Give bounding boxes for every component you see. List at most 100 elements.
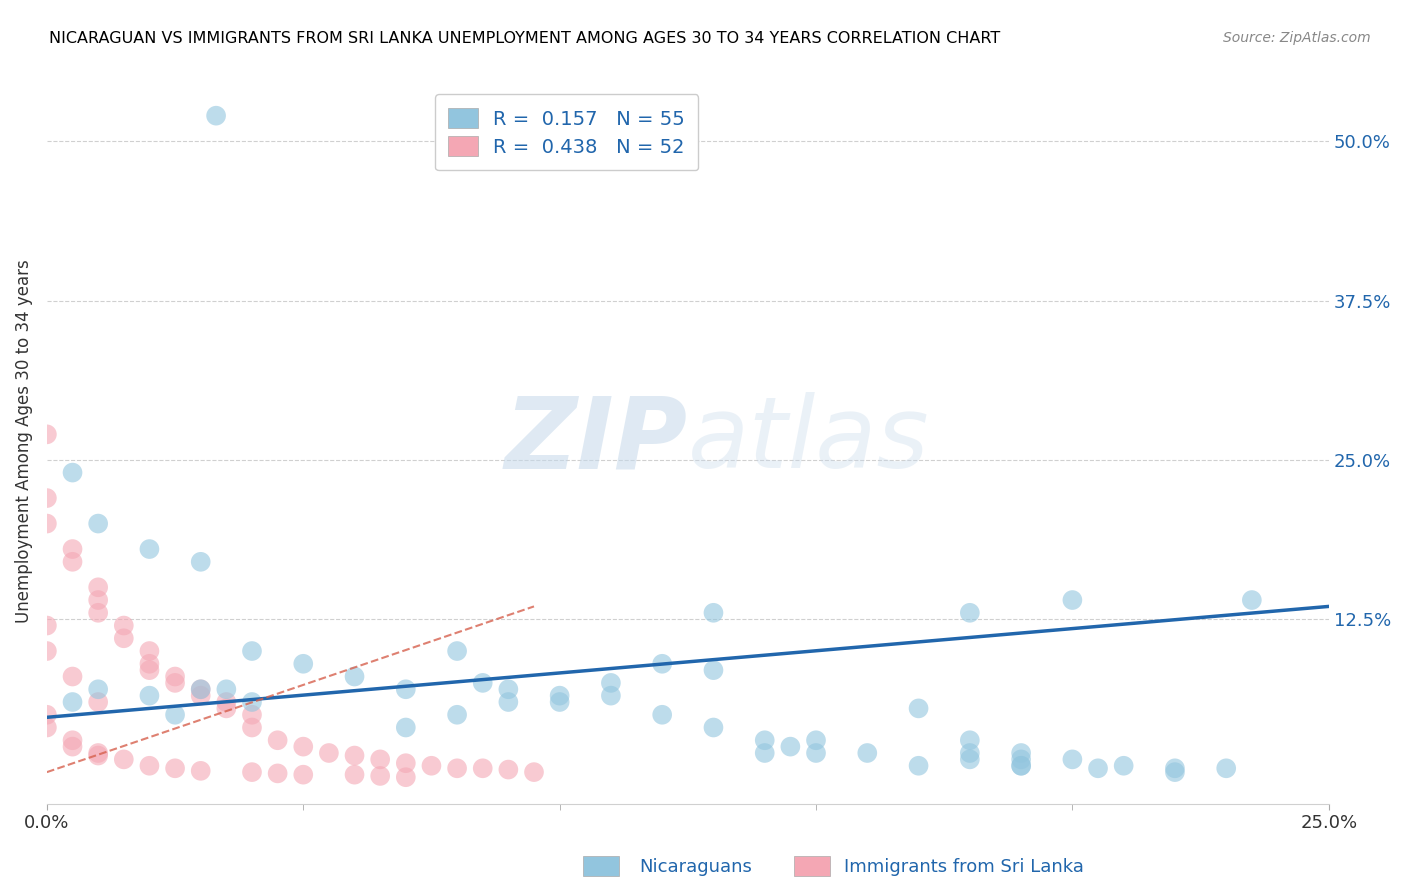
Point — [190, 555, 212, 569]
Point — [1062, 593, 1084, 607]
Text: Source: ZipAtlas.com: Source: ZipAtlas.com — [1223, 31, 1371, 45]
Point — [368, 769, 391, 783]
Point — [62, 542, 84, 557]
Point — [138, 657, 160, 671]
Point — [112, 752, 135, 766]
Point — [600, 689, 623, 703]
Point — [1010, 752, 1032, 766]
Point — [804, 746, 827, 760]
Point — [702, 606, 724, 620]
Point — [498, 763, 520, 777]
Point — [190, 682, 212, 697]
Point — [165, 669, 187, 683]
Point — [62, 733, 84, 747]
Point — [138, 542, 160, 557]
Point — [35, 707, 58, 722]
Point — [112, 632, 135, 646]
Point — [498, 695, 520, 709]
Point — [471, 676, 494, 690]
Point — [959, 606, 981, 620]
Point — [138, 644, 160, 658]
Point — [395, 682, 418, 697]
Point — [471, 761, 494, 775]
Point — [318, 746, 340, 760]
Point — [112, 618, 135, 632]
Point — [62, 739, 84, 754]
Point — [702, 721, 724, 735]
Point — [205, 109, 228, 123]
Point — [35, 427, 58, 442]
Point — [420, 758, 443, 772]
Point — [190, 689, 212, 703]
Text: ZIP: ZIP — [505, 392, 688, 489]
Point — [87, 695, 110, 709]
Point — [62, 669, 84, 683]
Point — [266, 766, 288, 780]
Point — [959, 733, 981, 747]
Point — [240, 707, 263, 722]
Point — [240, 765, 263, 780]
Point — [651, 657, 673, 671]
Point — [1062, 752, 1084, 766]
Point — [907, 701, 929, 715]
Point — [190, 764, 212, 778]
Point — [1215, 761, 1237, 775]
Text: Nicaraguans: Nicaraguans — [640, 858, 752, 876]
Point — [446, 707, 468, 722]
Point — [446, 644, 468, 658]
Text: atlas: atlas — [688, 392, 929, 489]
Point — [343, 669, 366, 683]
Point — [138, 689, 160, 703]
Point — [165, 676, 187, 690]
Point — [87, 682, 110, 697]
Point — [87, 516, 110, 531]
Y-axis label: Unemployment Among Ages 30 to 34 years: Unemployment Among Ages 30 to 34 years — [15, 259, 32, 623]
Point — [35, 618, 58, 632]
Point — [240, 695, 263, 709]
Point — [702, 663, 724, 677]
Point — [1164, 761, 1187, 775]
Point — [343, 767, 366, 781]
Point — [138, 758, 160, 772]
Point — [240, 721, 263, 735]
Point — [548, 695, 571, 709]
Point — [62, 695, 84, 709]
Point — [1087, 761, 1109, 775]
Point — [779, 739, 801, 754]
Point — [215, 695, 238, 709]
Point — [395, 770, 418, 784]
Point — [343, 748, 366, 763]
Legend: R =  0.157   N = 55, R =  0.438   N = 52: R = 0.157 N = 55, R = 0.438 N = 52 — [434, 95, 699, 170]
Point — [87, 606, 110, 620]
Point — [62, 555, 84, 569]
Point — [804, 733, 827, 747]
Point — [446, 761, 468, 775]
Point — [87, 746, 110, 760]
Point — [498, 682, 520, 697]
Point — [1164, 765, 1187, 780]
Point — [651, 707, 673, 722]
Point — [215, 701, 238, 715]
Point — [907, 758, 929, 772]
Point — [165, 761, 187, 775]
Point — [35, 644, 58, 658]
Text: NICARAGUAN VS IMMIGRANTS FROM SRI LANKA UNEMPLOYMENT AMONG AGES 30 TO 34 YEARS C: NICARAGUAN VS IMMIGRANTS FROM SRI LANKA … — [49, 31, 1001, 46]
Point — [35, 516, 58, 531]
Point — [266, 733, 288, 747]
Point — [87, 593, 110, 607]
Point — [959, 746, 981, 760]
Point — [62, 466, 84, 480]
Point — [292, 767, 315, 781]
Text: Immigrants from Sri Lanka: Immigrants from Sri Lanka — [844, 858, 1084, 876]
Point — [292, 657, 315, 671]
Point — [35, 721, 58, 735]
Point — [215, 682, 238, 697]
Point — [754, 746, 776, 760]
Point — [292, 739, 315, 754]
Point — [240, 644, 263, 658]
Point — [165, 707, 187, 722]
Point — [1010, 746, 1032, 760]
Point — [138, 663, 160, 677]
Point — [754, 733, 776, 747]
Point — [523, 765, 546, 780]
